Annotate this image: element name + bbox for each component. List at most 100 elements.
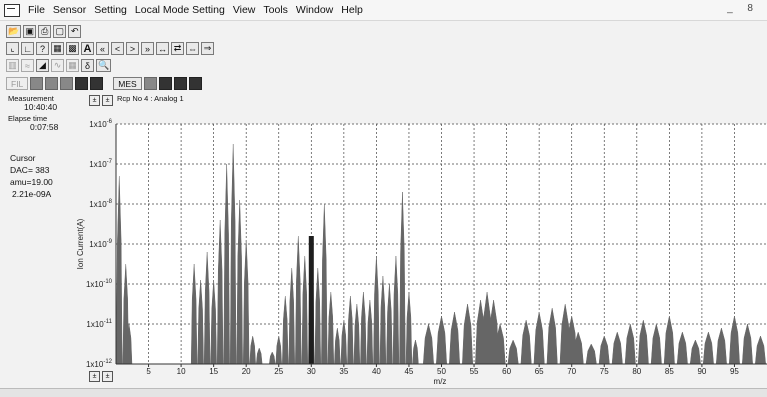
x-tick-label: 85 — [665, 367, 674, 376]
y-tick-label: 1x10-10 — [86, 279, 113, 289]
y-scale-up-icon[interactable]: ± — [89, 95, 100, 106]
x-tick-label: 30 — [307, 367, 316, 376]
x-tick-label: 55 — [470, 367, 479, 376]
table-mode-icon[interactable]: ▦ — [66, 59, 79, 72]
chart-title: Rcp No 4 : Analog 1 — [117, 94, 184, 103]
x-tick-label: 20 — [242, 367, 251, 376]
cursor-dac: DAC= 383 — [10, 165, 50, 175]
cursor-line[interactable] — [308, 236, 314, 364]
x-scale-down-icon[interactable]: ± — [89, 371, 100, 382]
spectrum-area — [116, 143, 766, 365]
y-tick-label: 1x10-11 — [86, 319, 112, 329]
x-tick-label: 80 — [632, 367, 641, 376]
x-tick-label: 60 — [502, 367, 511, 376]
filament-4-icon[interactable] — [75, 77, 89, 90]
open-folder-icon[interactable]: 📂 — [6, 25, 22, 38]
filament-2-icon[interactable] — [45, 77, 59, 90]
menu-window[interactable]: Window — [295, 4, 334, 16]
measure-3-icon[interactable] — [173, 77, 187, 90]
x-axis-label: m/z — [434, 377, 447, 386]
status-bar — [0, 388, 767, 397]
grid-icon[interactable]: ▦ — [51, 42, 64, 55]
measurement-time: 10:40:40 — [24, 102, 58, 112]
toolbar-sensor: FIL MES — [6, 76, 204, 91]
cursor-current: 2.21e-09A — [12, 189, 52, 199]
measure-1-icon[interactable] — [143, 77, 157, 90]
zoom-in-x-icon[interactable]: ↔ — [156, 42, 169, 55]
x-tick-label: 65 — [535, 367, 544, 376]
font-icon[interactable]: A — [81, 42, 94, 55]
axis-log-icon[interactable]: ∟ — [21, 42, 34, 55]
cursor-amu: amu=19.00 — [10, 177, 53, 187]
previous-icon[interactable]: < — [111, 42, 124, 55]
cursor-label: Cursor — [10, 153, 36, 163]
measure-button[interactable]: MES — [113, 77, 142, 90]
last-page-icon[interactable]: » — [141, 42, 154, 55]
x-tick-label: 90 — [697, 367, 706, 376]
x-tick-label: 25 — [274, 367, 283, 376]
analog-mode-icon[interactable]: ◢ — [36, 59, 49, 72]
save-icon[interactable]: ▣ — [23, 25, 37, 38]
first-page-icon[interactable]: « — [96, 42, 109, 55]
filament-3-icon[interactable] — [60, 77, 74, 90]
x-tick-label: 45 — [404, 367, 413, 376]
toolbar-file: 📂 ▣ ⎙ ▢ ↶ — [6, 24, 83, 39]
measure-4-icon[interactable] — [188, 77, 202, 90]
app-icon[interactable] — [4, 3, 20, 17]
menu-file[interactable]: File — [28, 4, 45, 16]
x-tick-label: 35 — [339, 367, 348, 376]
y-tick-label: 1x10-8 — [89, 199, 112, 209]
x-tick-label: 70 — [567, 367, 576, 376]
menu-help[interactable]: Help — [341, 4, 363, 16]
axis-linear-icon[interactable]: ⌞ — [6, 42, 19, 55]
cursor-info: Cursor DAC= 383 amu=19.00 2.21e-09A — [10, 152, 53, 200]
x-scale-up-icon[interactable]: ± — [102, 371, 113, 382]
x-tick-label: 95 — [730, 367, 739, 376]
x-tick-label: 75 — [600, 367, 609, 376]
y-axis-label: Ion Current(A) — [76, 218, 85, 269]
line-mode-icon[interactable]: ≈ — [21, 59, 34, 72]
x-tick-label: 15 — [209, 367, 218, 376]
toolbar-display: ▥ ≈ ◢ ∿ ▦ δ 🔍 — [6, 58, 113, 73]
y-tick-label: 1x10-12 — [86, 359, 113, 369]
y-tick-label: 1x10-6 — [89, 119, 112, 129]
print-preview-icon[interactable]: ▢ — [53, 25, 67, 38]
layout-icon[interactable]: ▩ — [66, 42, 79, 55]
menu-tools[interactable]: Tools — [263, 4, 288, 16]
y-tick-label: 1x10-7 — [89, 159, 112, 169]
y-scale-down-icon[interactable]: ± — [102, 95, 113, 106]
reset-x-icon[interactable]: ⇒ — [201, 42, 214, 55]
measurement-label: Measurement — [8, 94, 54, 103]
trend-mode-icon[interactable]: ∿ — [51, 59, 64, 72]
y-tick-label: 1x10-9 — [89, 239, 112, 249]
filament-5-icon[interactable] — [90, 77, 104, 90]
bar-mode-icon[interactable]: ▥ — [6, 59, 19, 72]
zoom-out-x-icon[interactable]: ⇄ — [171, 42, 184, 55]
toolbar-view: ⌞ ∟ ? ▦ ▩ A « < > » ↔ ⇄ ⇔ ⇒ — [6, 41, 216, 56]
window-controls[interactable]: _ 8 — [727, 3, 759, 14]
menu-setting[interactable]: Setting — [94, 4, 127, 16]
print-icon[interactable]: ⎙ — [38, 25, 52, 38]
scale-icon[interactable]: δ — [81, 59, 94, 72]
elapse-time: 0:07:58 — [30, 122, 59, 132]
menu-bar: File Sensor Setting Local Mode Setting V… — [0, 0, 767, 21]
menu-sensor[interactable]: Sensor — [52, 4, 87, 16]
x-tick-labels: 5 10 15 20 25 30 35 40 45 50 55 60 65 70 75 80 85 90 95 — [146, 364, 739, 376]
x-tick-label: 5 — [146, 367, 151, 376]
measure-2-icon[interactable] — [158, 77, 172, 90]
zoom-icon[interactable]: 🔍 — [96, 59, 112, 72]
menu-local-mode-setting[interactable]: Local Mode Setting — [134, 4, 225, 16]
y-tick-labels: 1x10-6 1x10-7 1x10-8 1x10-9 1x10-10 1x10-11 1x… — [86, 119, 113, 369]
measurement-info: Measurement 10:40:40 Elapse time 0:07:58 — [8, 94, 78, 132]
x-tick-label: 10 — [177, 367, 186, 376]
menu-view[interactable]: View — [232, 4, 256, 16]
undo-icon[interactable]: ↶ — [68, 25, 82, 38]
next-icon[interactable]: > — [126, 42, 139, 55]
x-tick-label: 40 — [372, 367, 381, 376]
fit-x-icon[interactable]: ⇔ — [186, 42, 199, 55]
elapse-label: Elapse time — [8, 114, 48, 123]
filament-button[interactable]: FIL — [6, 77, 29, 90]
filament-1-icon[interactable] — [30, 77, 44, 90]
help-cursor-icon[interactable]: ? — [36, 42, 49, 55]
